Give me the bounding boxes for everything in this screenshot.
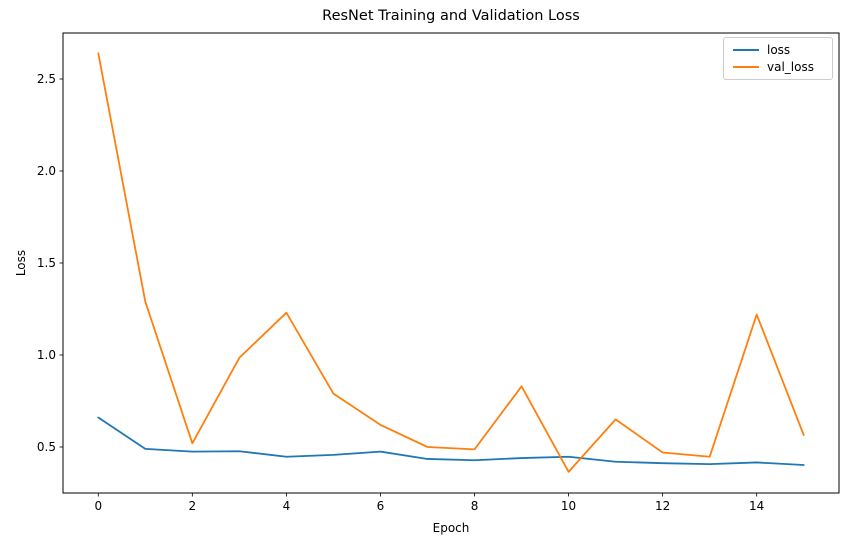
legend-item-val-loss: val_loss [724,59,832,75]
loss-line [97,416,805,466]
val-loss-legend-swatch [733,66,759,69]
legend-label-loss: loss [767,42,791,57]
val-loss-line [97,52,805,473]
x-tick-label: 6 [377,499,385,513]
x-tick-label: 4 [283,499,291,513]
y-axis-label: Loss [14,249,28,277]
x-tick-label: 0 [94,499,102,513]
x-tick-label: 10 [561,499,576,513]
y-tick-label: 1.5 [37,256,56,270]
y-tick-label: 2.5 [37,72,56,86]
x-tick-label: 8 [471,499,479,513]
chart-title: ResNet Training and Validation Loss [322,8,580,24]
x-tick-label: 12 [655,499,670,513]
legend-label-val-loss: val_loss [767,60,814,75]
plot-border [62,32,840,494]
x-tick-label: 2 [189,499,197,513]
x-axis-label: Epoch [432,521,470,535]
loss-legend-swatch [733,48,759,51]
y-tick-label: 0.5 [37,440,56,454]
y-tick-label: 2.0 [37,164,56,178]
y-tick-label: 1.0 [37,348,56,362]
legend-item-loss: loss [724,42,832,58]
legend: loss val_loss [723,37,833,80]
x-tick-label: 14 [749,499,764,513]
